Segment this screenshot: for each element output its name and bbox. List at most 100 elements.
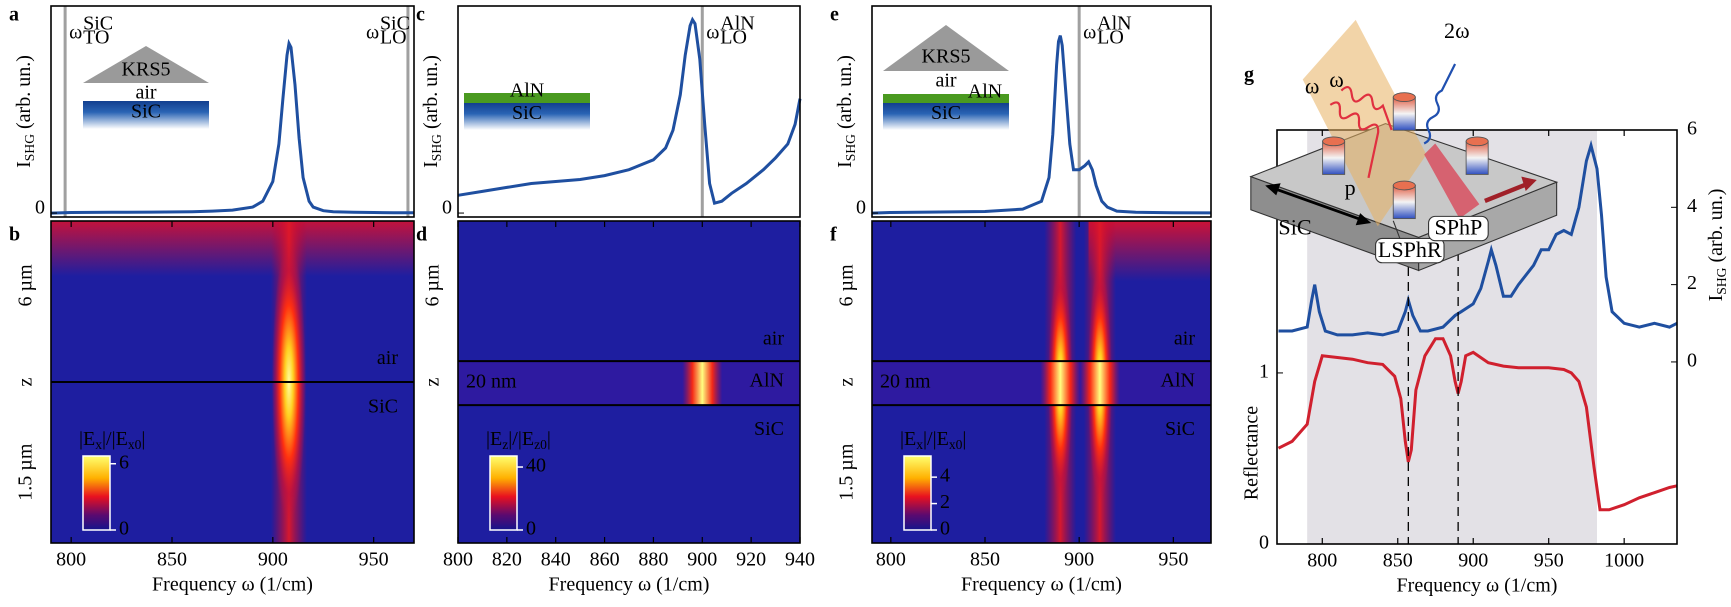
x-tick-label: 1000 [1604, 550, 1644, 572]
schematic-label: SPhP [1434, 215, 1482, 240]
y-axis-label: 6 µm [836, 264, 858, 307]
reference-symbol: ω [706, 22, 719, 44]
x-tick-label: 800 [876, 549, 906, 571]
text-part: SHG [1714, 267, 1729, 294]
reference-sup: SiC [83, 13, 113, 35]
y2-tick-label: 2 [1687, 272, 1697, 294]
text-part: SHG [843, 134, 858, 161]
reference-symbol: ω [366, 22, 379, 44]
pillar-top [1392, 92, 1416, 103]
layer-hotspot [1040, 361, 1081, 406]
sphp-sheet [1424, 143, 1480, 219]
y-tick-label: 0 [442, 197, 452, 219]
field-top [51, 221, 414, 276]
text-part: x0 [949, 437, 963, 452]
text-part: I [13, 161, 35, 168]
panel-label: e [830, 4, 839, 26]
x-tick-label: 800 [56, 549, 86, 571]
colorbar [903, 455, 932, 531]
colorbar-title: |Ex|/|Ex0| [79, 428, 145, 453]
x-tick-label: 950 [359, 549, 389, 571]
pillar [1322, 140, 1346, 175]
x-tick-label: 860 [590, 549, 620, 571]
pillar [1465, 140, 1489, 175]
region-label: SiC [754, 418, 784, 440]
region-label: air [377, 347, 398, 369]
gap-label: air [135, 82, 156, 104]
incidence-plane [1302, 19, 1427, 227]
y-tick-label: 0 [1259, 532, 1269, 554]
text-part: z0 [534, 437, 547, 452]
text-part: I [834, 161, 856, 168]
layer-hotspot [682, 361, 723, 406]
text-part: I [420, 161, 442, 168]
colorbar-tick-label: 4 [940, 465, 950, 487]
text-part: x [916, 437, 923, 452]
colorbar-tick-label: 2 [940, 491, 950, 513]
schematic-label: ω [1305, 73, 1320, 98]
y2-tick-label: 0 [1687, 350, 1697, 372]
prism-label: KRS5 [922, 46, 971, 68]
substrate-label: SiC [512, 102, 542, 124]
sphp-arrow [1484, 181, 1530, 203]
pump-wave [1340, 85, 1393, 131]
y2-tick-label: 4 [1687, 195, 1697, 217]
layer-band [458, 361, 800, 406]
reference-sub: LO [380, 27, 407, 49]
y-axis-label: 1.5 µm [15, 443, 37, 501]
text-part: | [547, 428, 551, 450]
region-label: air [1174, 328, 1195, 350]
data-line [457, 16, 802, 206]
arrowhead [1355, 213, 1372, 226]
callout [1392, 220, 1401, 239]
y-axis-label: z [15, 377, 37, 386]
plot-frame [1276, 129, 1678, 545]
pillar-top [1465, 136, 1489, 147]
y-tick-label: 0 [35, 197, 45, 219]
x-tick-label: 900 [258, 549, 288, 571]
y2-tick-label: 6 [1687, 118, 1697, 140]
x-tick-label: 850 [1383, 550, 1413, 572]
sphp-arrowhead [1521, 176, 1537, 191]
colorbar-tick-label: 0 [940, 518, 950, 540]
plot-frame [871, 5, 1212, 218]
pillar [1392, 96, 1416, 131]
data-line [871, 35, 1212, 215]
shg-wave [1423, 63, 1457, 145]
text-part: |/|E [508, 428, 534, 450]
text-part: |E [486, 428, 502, 450]
region-label: AlN [1161, 370, 1195, 392]
x-axis-title: Frequency ω (1/cm) [961, 574, 1122, 596]
panel-label: c [416, 4, 425, 26]
panel-label: g [1244, 64, 1254, 86]
reference-sup: AlN [1097, 13, 1131, 35]
region-label: air [763, 328, 784, 350]
pillar-top [1392, 180, 1416, 191]
region-label: AlN [750, 370, 784, 392]
x-tick-label: 820 [492, 549, 522, 571]
text-part: SHG [429, 134, 444, 161]
data-line [50, 38, 414, 215]
x-tick-label: 900 [1458, 550, 1488, 572]
colorbar-tick-label: 0 [119, 518, 129, 540]
data-line [1278, 139, 1678, 337]
colorbar-tick-label: 40 [526, 455, 546, 477]
substrate [464, 103, 590, 130]
x-axis-title: Frequency ω (1/cm) [1397, 575, 1558, 597]
field-map [51, 221, 414, 543]
field-map [872, 221, 1211, 543]
y-tick-label: 1 [1259, 361, 1269, 383]
y-axis-label: 1.5 µm [836, 443, 858, 501]
text-part: (arb. un.) [420, 55, 442, 129]
x-axis-title: Frequency ω (1/cm) [549, 574, 710, 596]
mode-box [1428, 215, 1489, 242]
x-tick-label: 840 [541, 549, 571, 571]
substrate-label: SiC [931, 102, 961, 124]
text-part: SHG [22, 134, 37, 161]
reference-sup: SiC [380, 13, 410, 35]
x-tick-label: 900 [1064, 549, 1094, 571]
x-tick-label: 800 [443, 549, 473, 571]
region-label: SiC [1165, 418, 1195, 440]
y2-axis-title: ISHG (arb. un.) [1705, 189, 1730, 302]
